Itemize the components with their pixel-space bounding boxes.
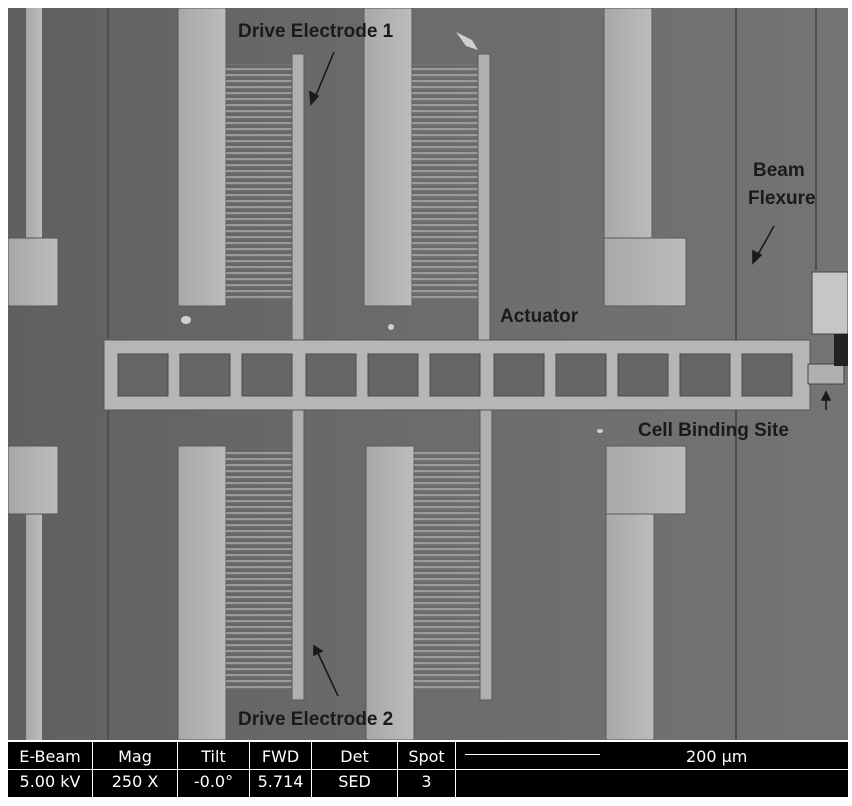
lower-electrode-pads	[177, 445, 687, 740]
label-actuator: Actuator	[500, 306, 579, 327]
info-key: FWD	[261, 747, 300, 766]
sem-micrograph: Drive Electrode 1 Beam Flexure Actuator …	[8, 8, 848, 797]
info-cell-tilt: Tilt -0.0°	[178, 742, 250, 797]
comb-fingers-upper	[226, 64, 478, 302]
label-beam: Beam	[753, 160, 805, 181]
info-key: Mag	[118, 747, 152, 766]
scale-bar	[465, 754, 600, 755]
sem-image	[8, 8, 848, 740]
label-drive-electrode-1: Drive Electrode 1	[238, 21, 394, 42]
info-bar-divider	[8, 769, 848, 770]
upper-electrode-pads	[177, 8, 687, 307]
scale-bar-cell: 200 µm	[456, 742, 848, 797]
info-cell-ebeam: E-Beam 5.00 kV	[8, 742, 93, 797]
info-value: SED	[338, 772, 371, 791]
debris	[181, 32, 603, 433]
info-cell-fwd: FWD 5.714	[250, 742, 312, 797]
info-value: -0.0°	[193, 772, 234, 791]
actuator-windows	[117, 353, 793, 397]
info-value: 250 X	[111, 772, 159, 791]
sem-info-bar: E-Beam 5.00 kV Mag 250 X Tilt -0.0° FWD …	[8, 742, 848, 797]
info-key: E-Beam	[19, 747, 81, 766]
info-key: Spot	[408, 747, 445, 766]
left-pads	[8, 8, 58, 740]
info-cell-mag: Mag 250 X	[93, 742, 178, 797]
info-value: 5.714	[257, 772, 304, 791]
info-cell-det: Det SED	[312, 742, 398, 797]
label-flexure: Flexure	[748, 188, 816, 209]
info-value: 5.00 kV	[19, 772, 81, 791]
info-key: Det	[340, 747, 369, 766]
info-value: 3	[421, 772, 432, 791]
annotation-arrows	[309, 51, 832, 697]
label-drive-electrode-2: Drive Electrode 2	[238, 709, 394, 730]
scale-bar-label: 200 µm	[686, 747, 748, 766]
label-cell-binding-site: Cell Binding Site	[638, 420, 789, 441]
comb-fingers-lower	[226, 450, 480, 690]
cell-binding-site	[807, 271, 848, 385]
info-cell-spot: Spot 3	[398, 742, 456, 797]
info-key: Tilt	[201, 747, 226, 766]
